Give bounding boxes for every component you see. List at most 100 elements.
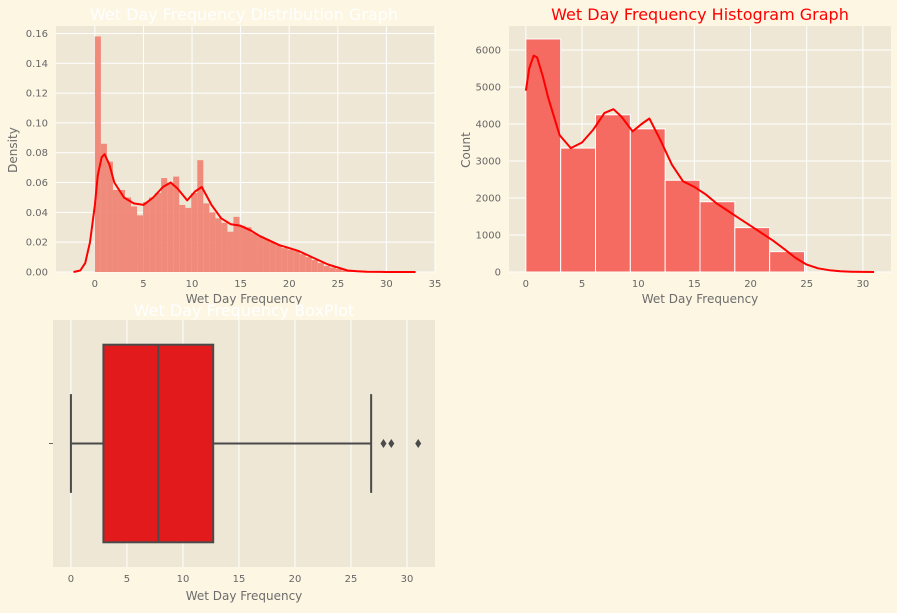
distribution-bar bbox=[311, 260, 318, 272]
histogram-x-ticks: 0 5 10 15 20 25 30 bbox=[523, 279, 870, 290]
distribution-x-tick-label: 10 bbox=[186, 279, 199, 290]
histogram-x-tick-label: 30 bbox=[857, 279, 870, 290]
distribution-x-tick-label: 15 bbox=[234, 279, 247, 290]
boxplot-title: Wet Day Frequency BoxPlot bbox=[134, 301, 354, 320]
distribution-y-tick-label: 0.00 bbox=[26, 268, 48, 279]
distribution-bar bbox=[263, 239, 270, 272]
distribution-y-tick-label: 0.12 bbox=[26, 89, 48, 100]
histogram-y-tick-label: 6000 bbox=[476, 46, 501, 57]
distribution-bar bbox=[137, 215, 144, 272]
histogram-kde-line bbox=[524, 54, 875, 273]
distribution-bar bbox=[341, 270, 348, 272]
boxplot-chart: 0 5 10 15 20 25 30 Wet Day Frequency BoxPlot W… bbox=[49, 301, 435, 603]
boxplot-outlier bbox=[380, 439, 387, 448]
distribution-bar bbox=[245, 227, 252, 272]
distribution-bar bbox=[329, 267, 336, 272]
distribution-bar bbox=[323, 266, 330, 272]
distribution-y-tick-label: 0.16 bbox=[26, 29, 48, 40]
distribution-bar bbox=[269, 242, 276, 272]
distribution-x-label: Wet Day Frequency bbox=[186, 292, 303, 306]
histogram-x-label: Wet Day Frequency bbox=[642, 292, 759, 306]
distribution-bar bbox=[257, 236, 264, 272]
distribution-bar bbox=[221, 222, 228, 272]
boxplot-x-tick-label: 30 bbox=[401, 574, 414, 585]
distribution-title: Wet Day Frequency Distribution Graph bbox=[90, 5, 398, 24]
histogram-y-tick-label: 3000 bbox=[476, 157, 501, 168]
boxplot-x-tick-label: 10 bbox=[177, 574, 190, 585]
distribution-bar bbox=[179, 204, 186, 272]
histogram-x-tick-label: 20 bbox=[744, 279, 757, 290]
histogram-x-tick-label: 5 bbox=[579, 279, 585, 290]
distribution-bar bbox=[191, 192, 198, 272]
distribution-bar bbox=[317, 263, 324, 272]
distribution-bar bbox=[275, 245, 282, 272]
boxplot-outlier bbox=[388, 439, 395, 448]
distribution-bar bbox=[173, 176, 180, 272]
distribution-x-tick-label: 30 bbox=[380, 279, 393, 290]
histogram-y-tick-label: 0 bbox=[495, 268, 501, 279]
distribution-bar bbox=[149, 197, 156, 272]
distribution-y-tick-label: 0.14 bbox=[26, 59, 48, 70]
distribution-chart: 0 5 10 15 20 25 30 35 0.000.020.040.060.080.100… bbox=[6, 5, 441, 306]
distribution-y-tick-label: 0.06 bbox=[26, 178, 48, 189]
distribution-bar bbox=[143, 201, 150, 272]
distribution-y-tick-label: 0.08 bbox=[26, 148, 48, 159]
histogram-x-tick-label: 0 bbox=[523, 279, 529, 290]
distribution-bar bbox=[293, 251, 300, 272]
distribution-bar bbox=[106, 161, 113, 272]
distribution-bar bbox=[94, 36, 101, 272]
distribution-x-tick-label: 25 bbox=[331, 279, 344, 290]
histogram-chart: 0 5 10 15 20 25 30 0 1000 2000 3000 4000 5000 6000 W… bbox=[459, 5, 891, 306]
distribution-y-label: Density bbox=[6, 127, 20, 173]
distribution-bar bbox=[112, 190, 119, 272]
distribution-kde bbox=[73, 153, 416, 273]
histogram-y-label: Count bbox=[459, 132, 473, 168]
boxplot-x-tick-label: 5 bbox=[124, 574, 130, 585]
histogram-title: Wet Day Frequency Histogram Graph bbox=[551, 5, 849, 24]
boxplot-x-tick-label: 20 bbox=[289, 574, 302, 585]
histogram-bar bbox=[525, 38, 562, 273]
boxplot-x-ticks: 0 5 10 15 20 25 30 bbox=[68, 574, 414, 585]
distribution-bar bbox=[305, 257, 312, 272]
distribution-x-tick-label: 35 bbox=[429, 279, 442, 290]
histogram-bar bbox=[560, 147, 597, 273]
histogram-bars bbox=[525, 38, 805, 273]
distribution-bar bbox=[161, 178, 168, 272]
distribution-bar bbox=[118, 190, 125, 272]
distribution-bar bbox=[251, 233, 258, 272]
distribution-bar bbox=[100, 143, 107, 272]
distribution-kde-line bbox=[73, 153, 416, 273]
distribution-y-tick-label: 0.10 bbox=[26, 118, 48, 129]
distribution-y-ticks: 0.00 0.02 0.04 0.06 0.08 0.10 0.12 0.14 0.16 bbox=[26, 29, 48, 279]
distribution-x-tick-label: 20 bbox=[283, 279, 296, 290]
histogram-x-tick-label: 15 bbox=[688, 279, 701, 290]
distribution-bars bbox=[94, 36, 354, 272]
boxplot-outlier bbox=[415, 439, 422, 448]
boxplot-marks bbox=[69, 343, 422, 544]
distribution-bar bbox=[239, 225, 246, 272]
distribution-bar bbox=[131, 206, 138, 272]
histogram-bar bbox=[699, 201, 736, 273]
histogram-bar bbox=[595, 114, 631, 273]
histogram-y-tick-label: 1000 bbox=[476, 231, 501, 242]
distribution-bar bbox=[185, 207, 192, 272]
distribution-bar bbox=[209, 212, 216, 272]
distribution-bar bbox=[335, 269, 342, 272]
boxplot-x-label: Wet Day Frequency bbox=[186, 589, 303, 603]
histogram-y-tick-label: 2000 bbox=[476, 194, 501, 205]
distribution-bar bbox=[124, 197, 132, 272]
distribution-bar bbox=[197, 160, 204, 272]
distribution-x-tick-label: 0 bbox=[92, 279, 98, 290]
distribution-bar bbox=[281, 248, 288, 272]
histogram-bar bbox=[629, 128, 666, 273]
distribution-bar bbox=[233, 216, 240, 272]
histogram-x-tick-label: 10 bbox=[632, 279, 645, 290]
distribution-y-tick-label: 0.02 bbox=[26, 238, 48, 249]
histogram-bar bbox=[664, 179, 701, 273]
distribution-bar bbox=[299, 254, 306, 272]
boxplot-x-tick-label: 25 bbox=[345, 574, 358, 585]
distribution-x-tick-label: 5 bbox=[140, 279, 146, 290]
distribution-bar bbox=[215, 218, 222, 272]
